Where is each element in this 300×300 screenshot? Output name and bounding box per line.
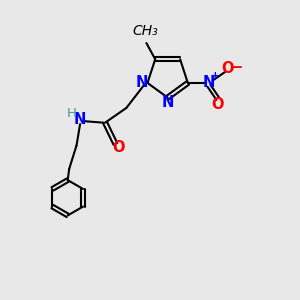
Text: H: H [67,107,77,120]
Text: +: + [211,71,220,82]
Text: N: N [74,112,86,127]
Text: N: N [161,95,174,110]
Text: N: N [203,75,215,90]
Text: O: O [212,97,224,112]
Text: CH₃: CH₃ [132,24,158,38]
Text: −: − [231,60,243,75]
Text: O: O [113,140,125,155]
Text: N: N [136,75,148,90]
Text: O: O [222,61,234,76]
